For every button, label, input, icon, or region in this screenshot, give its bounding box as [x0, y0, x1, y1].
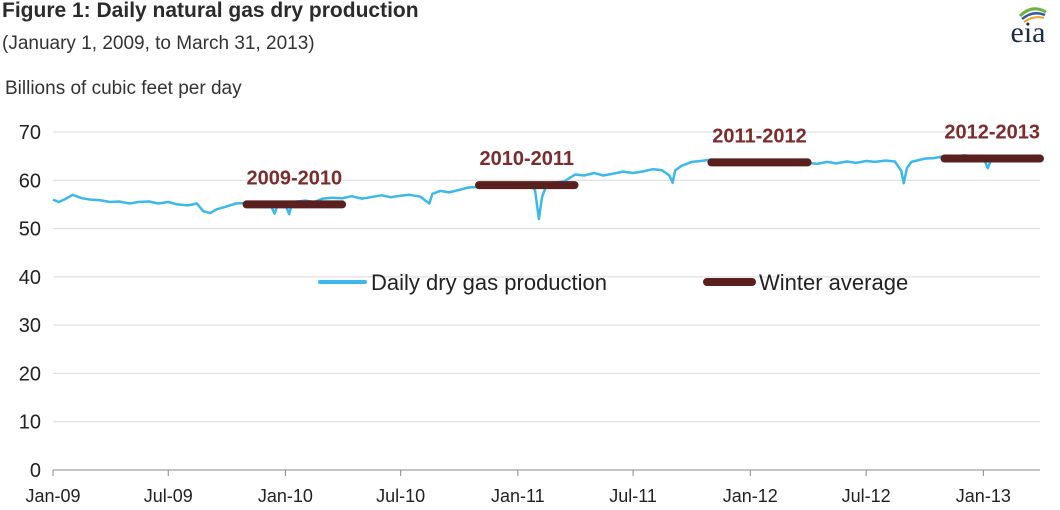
- x-tick-label: Jul-12: [842, 486, 891, 506]
- y-tick-label: 60: [19, 170, 41, 192]
- figure-subtitle: (January 1, 2009, to March 31, 2013): [2, 33, 315, 54]
- y-tick-label: 50: [19, 219, 41, 241]
- legend-label-winter: Winter average: [759, 270, 908, 295]
- y-tick-label: 0: [30, 460, 41, 482]
- eia-logo-swoosh-icon: [1018, 7, 1047, 23]
- gridlines: [53, 131, 1040, 423]
- series-group: [52, 153, 1044, 221]
- y-tick-label: 30: [19, 315, 41, 337]
- eia-logo-text: eia: [1010, 16, 1046, 49]
- x-tick-label: Jan-11: [491, 486, 545, 506]
- x-tick-label: Jul-09: [144, 486, 193, 506]
- x-tick-label: Jan-12: [723, 486, 778, 506]
- x-tick-label: Jan-09: [25, 486, 80, 506]
- y-axis-label: Billions of cubic feet per day: [5, 78, 242, 99]
- winter-period-label: 2012-2013: [944, 122, 1040, 144]
- axes: 0 10 20 30 40 50 60 70 Jan-09 Jul-09 Jan-10 Jul-10 J…: [19, 122, 1040, 506]
- x-tick-label: Jan-13: [956, 486, 1011, 506]
- winter-period-label: 2011-2012: [712, 125, 807, 147]
- winter-period-labels: 2009-2010 2010-2011 2011-2012 2012-2013: [247, 122, 1041, 190]
- eia-logo: eia: [998, 2, 1058, 49]
- y-tick-label: 10: [19, 412, 41, 434]
- y-tick-label: 40: [19, 267, 41, 289]
- x-tick-label: Jul-11: [609, 486, 657, 506]
- x-tick-label: Jan-10: [258, 486, 313, 506]
- legend: Daily dry gas production Winter average: [318, 270, 908, 295]
- winter-period-label: 2010-2011: [479, 148, 574, 170]
- x-tick-label: Jul-10: [376, 486, 425, 506]
- winter-period-label: 2009-2010: [247, 167, 343, 189]
- daily-production-line: [52, 153, 1041, 221]
- legend-label-daily: Daily dry gas production: [371, 270, 607, 295]
- y-tick-label: 20: [19, 363, 41, 385]
- y-tick-label: 70: [19, 122, 41, 144]
- figure-title: Figure 1: Daily natural gas dry producti…: [2, 0, 419, 22]
